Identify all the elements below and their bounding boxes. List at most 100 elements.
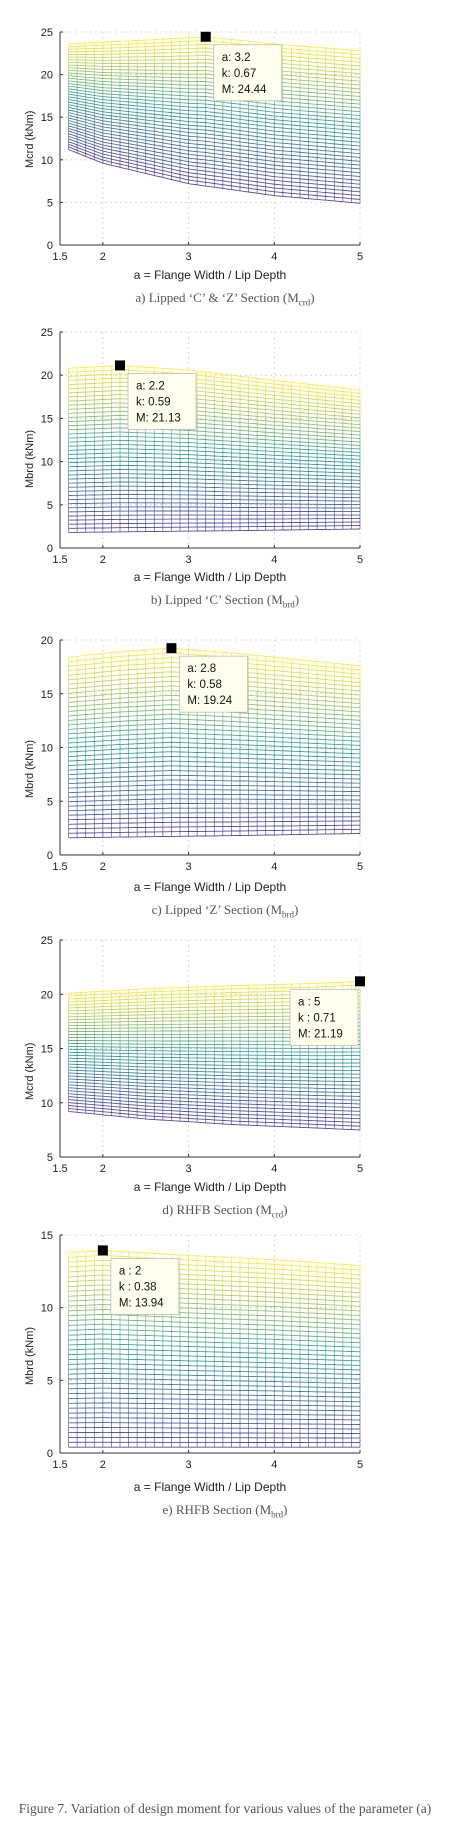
datatip: a : 5 k : 0.71 M: 21.19 [289,988,359,1046]
x-axis-label: a = Flange Width / Lip Depth [133,570,287,584]
y-tick-label: 10 [41,1098,53,1110]
datatip-marker [355,976,365,987]
datatip-box [179,655,248,713]
datatip-line: a: 3.2 [222,52,251,64]
datatip: a: 2.2 k: 0.59 M: 21.13 [127,373,197,430]
surface-line [68,833,361,839]
datatip-marker [166,643,177,654]
y-axis-label: Mcrd (kNm) [24,1042,36,1100]
datatip-line: a: 2.2 [136,380,165,392]
subplot-caption: b) Lipped ‘C’ Section (Mbrd) [150,592,300,610]
datatip-line: a : 2 [119,1265,141,1277]
x-tick-label: 3 [186,554,192,566]
y-tick-label: 20 [41,70,53,82]
datatip-line: M: 13.94 [119,1297,164,1309]
datatip-box [289,988,359,1046]
datatip-line: k : 0.38 [119,1281,157,1293]
datatip-line: M: 19.24 [187,695,232,707]
datatip: a: 3.2 k: 0.67 M: 24.44 [213,44,283,102]
y-tick-label: 10 [41,1303,53,1315]
subplot-caption: c) Lipped ‘Z’ Section (Mbrd) [151,902,299,920]
y-tick-label: 10 [41,743,53,755]
x-axis-label: a = Flange Width / Lip Depth [133,268,287,282]
x-tick-label: 4 [271,1163,277,1175]
surface-plot-b: 1.5 2 3 4 5 0 5 10 15 20 25 a: 2.2 k: 0.59 M: 21.13 [41,327,363,566]
y-tick-label: 15 [41,112,53,124]
x-tick-label: 1.5 [52,1163,67,1175]
x-tick-label: 2 [100,1459,106,1471]
y-tick-label: 5 [47,796,53,808]
datatip-line: k: 0.58 [187,679,222,691]
x-tick-label: 1.5 [52,861,67,873]
datatip-marker [200,31,211,42]
y-tick-label: 5 [47,1375,53,1387]
y-axis-label: Mcrd (kNm) [24,110,36,168]
x-tick-label: 5 [357,1459,363,1471]
y-tick-label: 15 [41,689,53,701]
chart-panel-c: 1.5 2 3 4 5 0 5 10 15 20 a: 2.8 k: 0.58 M: 19.24 Mbr… [0,630,450,950]
chart-panel-a: 1.5 2 3 4 5 0 5 10 15 20 25 a: 3.2 k: 0.67 M: 24.44 M… [0,0,450,320]
x-tick-label: 5 [357,554,363,566]
y-axis-label: Mbrd (kNm) [24,1326,36,1385]
surface-line [68,980,361,994]
chart-panel-b: 1.5 2 3 4 5 0 5 10 15 20 25 a: 2.2 k: 0.59 M: 21.13 M… [0,320,450,640]
datatip-line: k: 0.59 [136,396,171,408]
y-tick-label: 0 [47,1448,53,1460]
y-tick-label: 10 [41,457,53,469]
datatip-marker [97,1245,108,1256]
y-tick-label: 15 [41,413,53,425]
y-axis-label: Mbrd (kNm) [24,739,36,798]
y-tick-label: 0 [47,850,53,862]
datatip-marker [115,360,125,371]
x-tick-label: 3 [186,861,192,873]
surface-plot-c: 1.5 2 3 4 5 0 5 10 15 20 a: 2.8 k: 0.58 M: 19.24 [41,635,363,873]
surface-plot-d: 1.5 2 3 4 5 5 10 15 20 25 a : 5 k : 0.71 M: 21.19 [41,935,365,1175]
datatip-line: k: 0.67 [222,68,257,80]
x-tick-label: 1.5 [52,251,67,263]
x-tick-label: 3 [186,1163,192,1175]
datatip-line: M: 24.44 [222,84,267,96]
y-axis-label: Mbrd (kNm) [24,429,36,488]
datatip: a : 2 k : 0.38 M: 13.94 [110,1258,180,1315]
y-tick-label: 5 [47,197,53,209]
subplot-caption: d) RHFB Section (Mcrd) [162,1202,288,1220]
surface-plot-e: 1.5 2 3 4 5 0 5 10 15 a : 2 k : 0.38 M: 13.94 [41,1230,363,1471]
y-tick-label: 20 [41,635,53,647]
y-tick-label: 20 [41,989,53,1001]
x-tick-label: 1.5 [52,554,67,566]
y-tick-label: 20 [41,370,53,382]
x-tick-label: 5 [357,1163,363,1175]
x-tick-label: 2 [100,554,106,566]
datatip-line: a : 5 [298,996,320,1008]
x-axis-label: a = Flange Width / Lip Depth [133,1180,287,1194]
x-axis-label: a = Flange Width / Lip Depth [133,880,287,894]
y-tick-label: 10 [41,155,53,167]
x-tick-label: 2 [100,1163,106,1175]
datatip-box [127,373,197,430]
subplot-caption: e) RHFB Section (Mbrd) [162,1502,288,1520]
datatip-line: M: 21.19 [298,1028,343,1040]
y-tick-label: 15 [41,1044,53,1056]
y-tick-label: 0 [47,240,53,252]
x-tick-label: 1.5 [52,1459,67,1471]
x-tick-label: 3 [186,1459,192,1471]
x-tick-label: 2 [100,861,106,873]
datatip: a: 2.8 k: 0.58 M: 19.24 [179,655,248,713]
x-tick-label: 4 [271,251,277,263]
datatip-line: k : 0.71 [298,1012,336,1024]
x-tick-label: 4 [271,554,277,566]
x-tick-label: 4 [271,1459,277,1471]
datatip-line: M: 21.13 [136,412,181,424]
subplot-caption: a) Lipped ‘C’ & ‘Z’ Section (Mcrd) [135,290,315,308]
surface-line [68,1110,361,1131]
surface-line [68,528,361,533]
y-tick-label: 25 [41,27,53,39]
x-axis-label: a = Flange Width / Lip Depth [133,1480,287,1494]
x-tick-label: 3 [186,251,192,263]
y-tick-label: 25 [41,935,53,947]
y-tick-label: 0 [47,543,53,555]
surface-plot-a: 1.5 2 3 4 5 0 5 10 15 20 25 a: 3.2 k: 0.67 M: 24.44 [41,27,363,263]
figure-caption: Figure 7. Variation of design moment for… [18,1801,432,1816]
datatip-box [213,44,283,102]
surface-line [68,647,361,667]
